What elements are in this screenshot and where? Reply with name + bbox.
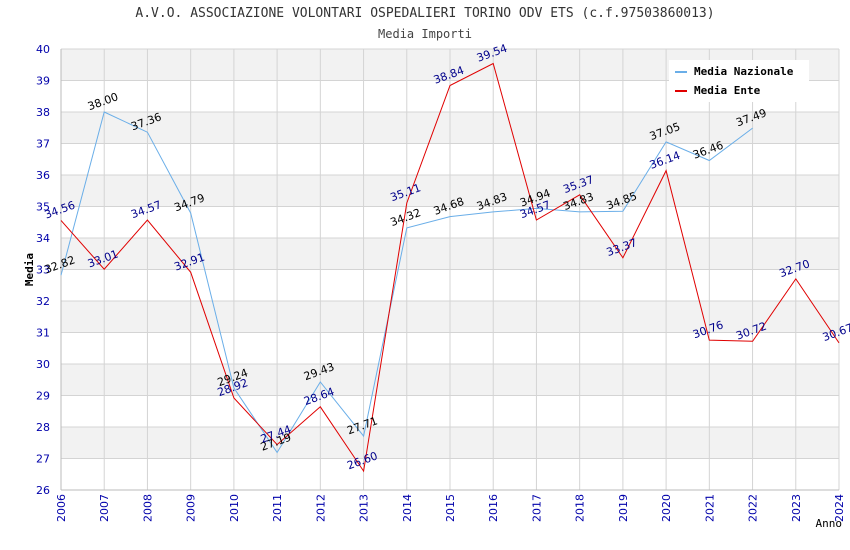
y-tick-label: 26 (36, 484, 50, 497)
x-axis-title: Anno (816, 517, 843, 530)
data-label-ente: 36.14 (648, 149, 682, 172)
x-tick-label: 2021 (703, 494, 716, 522)
y-tick-label: 29 (36, 390, 50, 403)
x-tick-label: 2009 (185, 494, 198, 522)
y-tick-label: 31 (36, 327, 50, 340)
y-tick-label: 34 (36, 232, 50, 245)
x-tick-label: 2007 (98, 494, 111, 522)
x-tick-label: 2018 (574, 494, 587, 522)
y-tick-label: 36 (36, 169, 50, 182)
legend-box (669, 60, 809, 102)
series-line-nazionale (60, 111, 753, 454)
y-tick-label: 28 (36, 421, 50, 434)
x-tick-label: 2014 (401, 494, 414, 522)
x-tick-label: 2020 (660, 494, 673, 522)
y-tick-label: 30 (36, 358, 50, 371)
y-tick-label: 27 (36, 453, 50, 466)
x-tick-label: 2016 (487, 494, 500, 522)
x-tick-label: 2006 (55, 494, 68, 522)
y-tick-label: 39 (36, 75, 50, 88)
chart-title: A.V.O. ASSOCIAZIONE VOLONTARI OSPEDALIER… (135, 6, 715, 21)
data-label-nazionale: 38.00 (86, 90, 120, 113)
x-tick-label: 2010 (228, 494, 241, 522)
x-tick-label: 2024 (833, 494, 846, 522)
data-label-nazionale: 32.82 (43, 253, 77, 276)
x-tick-label: 2015 (444, 494, 457, 522)
y-tick-label: 37 (36, 138, 50, 151)
x-tick-label: 2017 (530, 494, 543, 522)
series-line-ente (60, 62, 840, 473)
x-tick-label: 2023 (790, 494, 803, 522)
x-tick-label: 2011 (271, 494, 284, 522)
y-tick-label: 35 (36, 201, 50, 214)
legend-label: Media Nazionale (694, 65, 794, 78)
x-tick-label: 2008 (141, 494, 154, 522)
y-tick-label: 40 (36, 43, 50, 56)
x-tick-label: 2019 (617, 494, 630, 522)
chart-subtitle: Media Importi (378, 27, 472, 41)
y-tick-label: 33 (36, 264, 50, 277)
x-tick-label: 2012 (314, 494, 327, 522)
x-tick-label: 2013 (358, 494, 371, 522)
y-axis-title: Media (23, 253, 36, 286)
x-tick-label: 2022 (747, 494, 760, 522)
y-tick-label: 32 (36, 295, 50, 308)
y-tick-label: 38 (36, 106, 50, 119)
legend-label: Media Ente (694, 84, 761, 97)
